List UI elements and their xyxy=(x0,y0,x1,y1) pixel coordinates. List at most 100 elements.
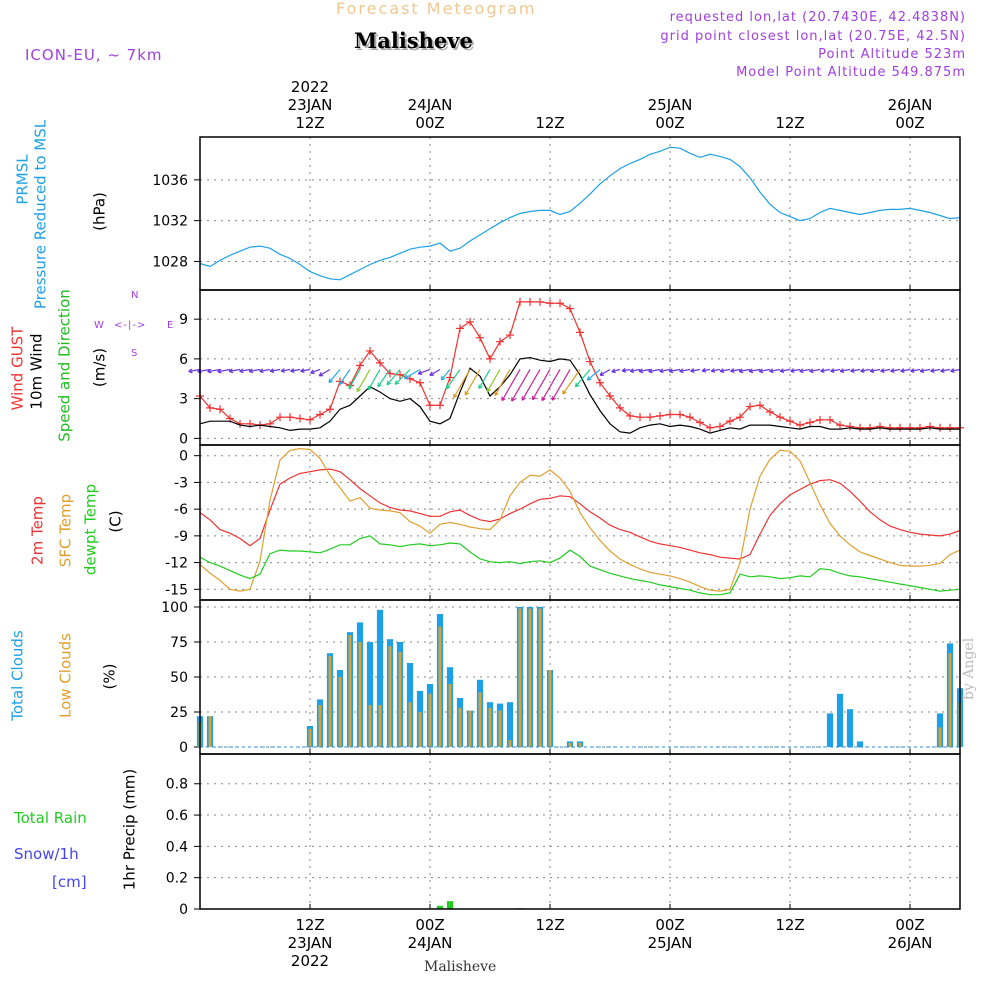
compass-east: E xyxy=(167,320,174,331)
gust-marker xyxy=(596,378,604,387)
wind-arrow-head xyxy=(611,368,616,374)
time-label-bottom: 12Z xyxy=(775,916,804,934)
compass-south: S xyxy=(131,348,138,359)
wind-arrow xyxy=(940,368,951,372)
gust-marker xyxy=(436,401,444,410)
bar-total-rain xyxy=(446,901,454,909)
wind-arrow-head xyxy=(950,368,955,373)
wind-arrow xyxy=(207,368,221,373)
gust-marker xyxy=(216,405,224,414)
gust-marker xyxy=(396,370,404,379)
gust-marker xyxy=(946,423,954,432)
temp-dewpt-label: dewpt Temp xyxy=(81,483,100,576)
wind-arrow xyxy=(575,369,591,388)
wind-arrow-head xyxy=(638,368,644,374)
wind-arrow xyxy=(386,369,401,386)
time-label-top: 00Z xyxy=(415,114,444,132)
wind-arrow xyxy=(930,368,941,372)
requested-coords: requested lon,lat (20.7430E, 42.4838N) xyxy=(669,10,966,25)
y-tick-label: 1028 xyxy=(152,254,188,270)
wind-arrow xyxy=(188,368,201,373)
wind-arrow xyxy=(711,368,721,372)
wind-arrow-head xyxy=(738,368,744,374)
wind-arrow-head xyxy=(228,368,234,374)
gust-marker xyxy=(746,402,754,411)
y-tick-label: 6 xyxy=(179,352,188,368)
wind-arrow xyxy=(780,368,791,372)
y-tick-label: 0.4 xyxy=(166,839,188,855)
series-line-sfc-temp xyxy=(199,447,961,592)
wind-arrow-head xyxy=(453,393,458,399)
wind-speed-dir-label: Speed and Direction xyxy=(55,289,74,442)
y-tick-label: 0 xyxy=(179,740,188,756)
series-line-10m-wind xyxy=(199,356,960,434)
bar-low-clouds xyxy=(318,705,322,747)
precip-axis-label: 1hr Precip (mm) xyxy=(120,768,139,891)
wind-arrow xyxy=(404,368,421,380)
bar-low-clouds xyxy=(528,608,532,747)
bar-total-clouds xyxy=(366,642,374,747)
time-label-bottom: 2022 xyxy=(291,952,329,970)
bar-low-clouds xyxy=(538,608,542,747)
time-label-top: 12Z xyxy=(775,114,804,132)
gust-marker xyxy=(656,411,664,420)
time-label-top: 12Z xyxy=(295,114,324,132)
gust-marker xyxy=(716,422,724,431)
gust-marker xyxy=(286,413,294,422)
clouds-unit: (%) xyxy=(100,663,119,690)
bar-low-clouds xyxy=(578,742,582,747)
wind-arrow xyxy=(900,368,911,372)
time-label-top: 25JAN xyxy=(648,96,693,114)
wind-arrow-head xyxy=(574,382,580,388)
bar-low-clouds xyxy=(948,653,952,747)
y-tick-label: -9 xyxy=(174,529,188,545)
wind-arrow xyxy=(486,369,501,392)
y-tick-label: -3 xyxy=(174,475,188,491)
gust-marker xyxy=(826,415,834,424)
wind-arrow-head xyxy=(280,368,286,373)
bar-total-clouds xyxy=(826,713,834,747)
gust-marker xyxy=(456,324,464,333)
wind-arrow-head xyxy=(809,368,814,374)
gust-marker xyxy=(836,421,844,430)
wind-arrow xyxy=(840,368,851,372)
gust-marker xyxy=(206,403,214,412)
wind-arrow-head xyxy=(417,370,423,375)
wind-arrow-head xyxy=(730,368,735,373)
wind-arrow-head xyxy=(719,368,725,374)
time-label-bottom: 00Z xyxy=(895,916,924,934)
bar-low-clouds xyxy=(348,635,352,747)
gust-marker xyxy=(686,413,694,422)
wind-arrow-head xyxy=(710,368,716,373)
gust-marker xyxy=(516,297,524,306)
wind-arrow xyxy=(446,369,461,390)
wind-arrow xyxy=(586,369,601,381)
wind-arrow-head xyxy=(300,368,305,373)
bar-low-clouds xyxy=(938,727,942,747)
bar-low-clouds xyxy=(398,651,402,747)
wind-arrow xyxy=(910,368,921,372)
wind-arrow xyxy=(870,368,881,372)
gust-marker xyxy=(526,297,534,306)
bar-low-clouds xyxy=(328,656,332,747)
wind-arrow-head xyxy=(310,369,315,375)
y-tick-label: 0 xyxy=(179,449,188,465)
wind-arrow xyxy=(809,368,821,372)
wind-arrow-head xyxy=(820,368,825,373)
wind-arrow xyxy=(367,369,381,391)
wind-arrow-head xyxy=(910,368,915,373)
wind-arrow-head xyxy=(394,380,400,385)
wind-arrow xyxy=(890,368,901,372)
wind-arrow xyxy=(501,369,521,401)
wind-arrow xyxy=(739,368,751,372)
compass-west: W xyxy=(94,320,104,331)
wind-arrow xyxy=(494,369,511,396)
wind-arrow-head xyxy=(850,368,855,373)
gust-marker xyxy=(736,413,744,422)
wind-arrow xyxy=(429,368,441,376)
time-label-top: 12Z xyxy=(535,114,564,132)
wind-arrow xyxy=(679,368,691,372)
precip-snow-label: Snow/1h xyxy=(14,845,79,863)
bar-low-clouds xyxy=(338,677,342,747)
